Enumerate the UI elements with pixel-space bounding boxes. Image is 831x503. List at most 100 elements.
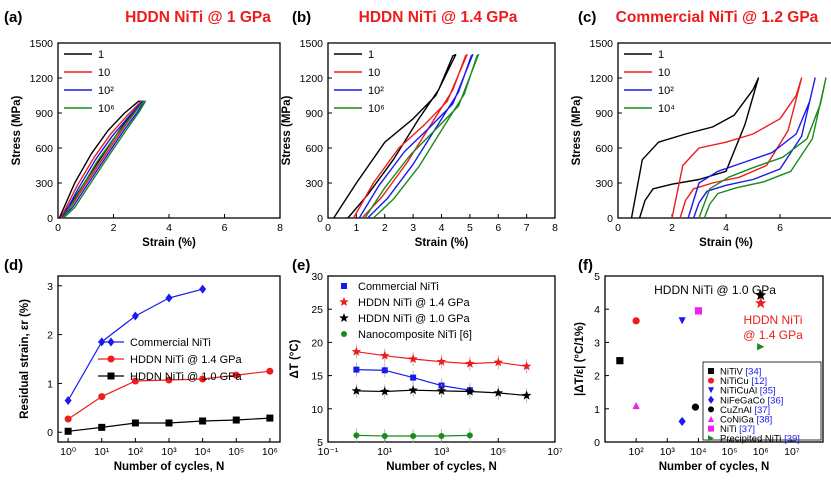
data-point: [131, 311, 139, 321]
data-point: [165, 376, 173, 384]
x-tick-label: 7: [524, 222, 530, 234]
data-point: [694, 307, 703, 315]
data-point: [381, 433, 388, 440]
data-point: [199, 417, 207, 425]
data-point: [64, 396, 72, 405]
legend-label: Commercial NiTi: [130, 337, 211, 349]
data-point: [353, 432, 360, 439]
x-tick-label: 0: [55, 222, 61, 234]
x-tick-label: 10⁷: [547, 446, 563, 458]
panel-label: (c): [578, 9, 596, 26]
data-point: [98, 393, 106, 401]
legend-marker: [107, 337, 115, 347]
data-point: [351, 346, 362, 356]
legend-label: 10²: [368, 85, 384, 97]
y-axis-label: Residual strain, εr (%): [19, 299, 31, 419]
data-point: [632, 401, 640, 410]
y-tick-label: 4: [594, 304, 600, 316]
data-point: [521, 361, 532, 371]
data-point: [438, 433, 445, 440]
legend: 1 10 10² 10⁶: [334, 49, 385, 115]
panel-e: (e) 5 10 15 20 25 30 10⁻¹ 10¹ 10³ 10⁵ 10⁷ Number of …: [289, 257, 563, 473]
legend-marker: [708, 377, 714, 384]
legend-marker: [708, 435, 714, 442]
y-tick-label: 1: [47, 378, 53, 390]
series-line: [364, 54, 480, 219]
chart-title: HDDN NiTi @ 1 GPa: [125, 9, 271, 26]
x-tick-label: 8: [277, 222, 283, 234]
y-tick-label: 10: [311, 404, 323, 416]
x-tick-label: 6: [222, 222, 228, 234]
y-tick-label: 1200: [30, 73, 54, 85]
y-tick-label: 0: [607, 213, 613, 225]
x-tick-label: 10⁻¹: [318, 446, 339, 458]
data-point: [131, 377, 139, 385]
data-point: [493, 387, 503, 397]
x-tick-label: 10²: [128, 446, 144, 458]
x-axis-label: Number of cycles, N: [386, 461, 497, 473]
x-tick-label: 10¹: [94, 446, 110, 458]
y-tick-label: 1: [594, 404, 600, 416]
legend-label: 10: [98, 67, 110, 79]
y-tick-label: 25: [311, 304, 323, 316]
panel-label: (a): [4, 9, 22, 26]
legend-marker: [107, 372, 115, 380]
y-tick-label: 3: [47, 281, 53, 293]
legend-marker: [341, 331, 347, 337]
y-axis-label: Stress (MPa): [281, 96, 293, 166]
y-tick-label: 1200: [590, 73, 614, 85]
legend-marker: [708, 395, 714, 404]
x-axis-label: Number of cycles, N: [114, 461, 225, 473]
y-tick-label: 900: [305, 108, 323, 120]
data-point: [232, 371, 240, 379]
y-tick-label: 0: [47, 213, 53, 225]
panel-label: (d): [4, 257, 23, 274]
data-point: [266, 414, 274, 422]
data-point: [410, 433, 417, 440]
data-point: [199, 284, 207, 294]
y-axis-label: ΔT (°C): [289, 339, 301, 378]
data-point: [465, 358, 475, 368]
data-point: [381, 367, 388, 374]
y-tick-label: 900: [595, 108, 613, 120]
y-axis-label: |ΔT/ε| (°C/1%): [574, 322, 586, 396]
x-tick-label: 6: [495, 222, 501, 234]
panel-label: (b): [292, 9, 311, 26]
data-point: [380, 350, 390, 360]
legend-marker: [708, 387, 714, 394]
legend: NiTiV [34]NiTiCu [12]NiTiCuAl [35]NiFeGa…: [702, 361, 822, 445]
x-tick-label: 4: [723, 222, 729, 234]
legend-label: 1: [98, 49, 104, 61]
series-line: [352, 54, 468, 219]
x-tick-label: 10⁷: [784, 446, 800, 458]
legend-marker: [107, 355, 115, 363]
legend-marker: [708, 416, 714, 422]
data-point: [755, 289, 767, 301]
data-point: [199, 375, 207, 383]
y-tick-label: 300: [595, 178, 613, 190]
data-point: [521, 390, 532, 400]
x-tick-label: 10⁵: [490, 446, 506, 458]
y-tick-label: 1500: [30, 38, 54, 50]
data-point: [232, 416, 240, 424]
legend-label: HDDN NiTi @ 1.0 GPa: [358, 313, 470, 325]
x-tick-label: 2: [669, 222, 675, 234]
series-line: [698, 77, 827, 219]
legend-label: 10⁶: [98, 103, 115, 115]
data-point: [408, 354, 418, 363]
x-tick-label: 10³: [660, 446, 676, 458]
x-tick-label: 5: [467, 222, 473, 234]
legend: 1 10 10² 10⁴: [624, 49, 675, 115]
data-point: [493, 357, 503, 367]
y-axis-label: Stress (MPa): [571, 96, 583, 166]
x-axis-label: Strain (%): [415, 237, 469, 249]
panel-b: (b) HDDN NiTi @ 1.4 GPa 0 300 600 900 1200 1500…: [281, 9, 558, 249]
data-point: [165, 293, 173, 303]
data-point: [616, 357, 624, 365]
x-tick-label: 10⁴: [690, 446, 706, 458]
y-tick-label: 30: [311, 271, 323, 283]
annotation: HDDN NiTi @ 1.0 GPa: [654, 283, 776, 297]
legend-label: 1: [368, 49, 374, 61]
legend-label: NiFeGaCo [36]: [720, 395, 783, 406]
